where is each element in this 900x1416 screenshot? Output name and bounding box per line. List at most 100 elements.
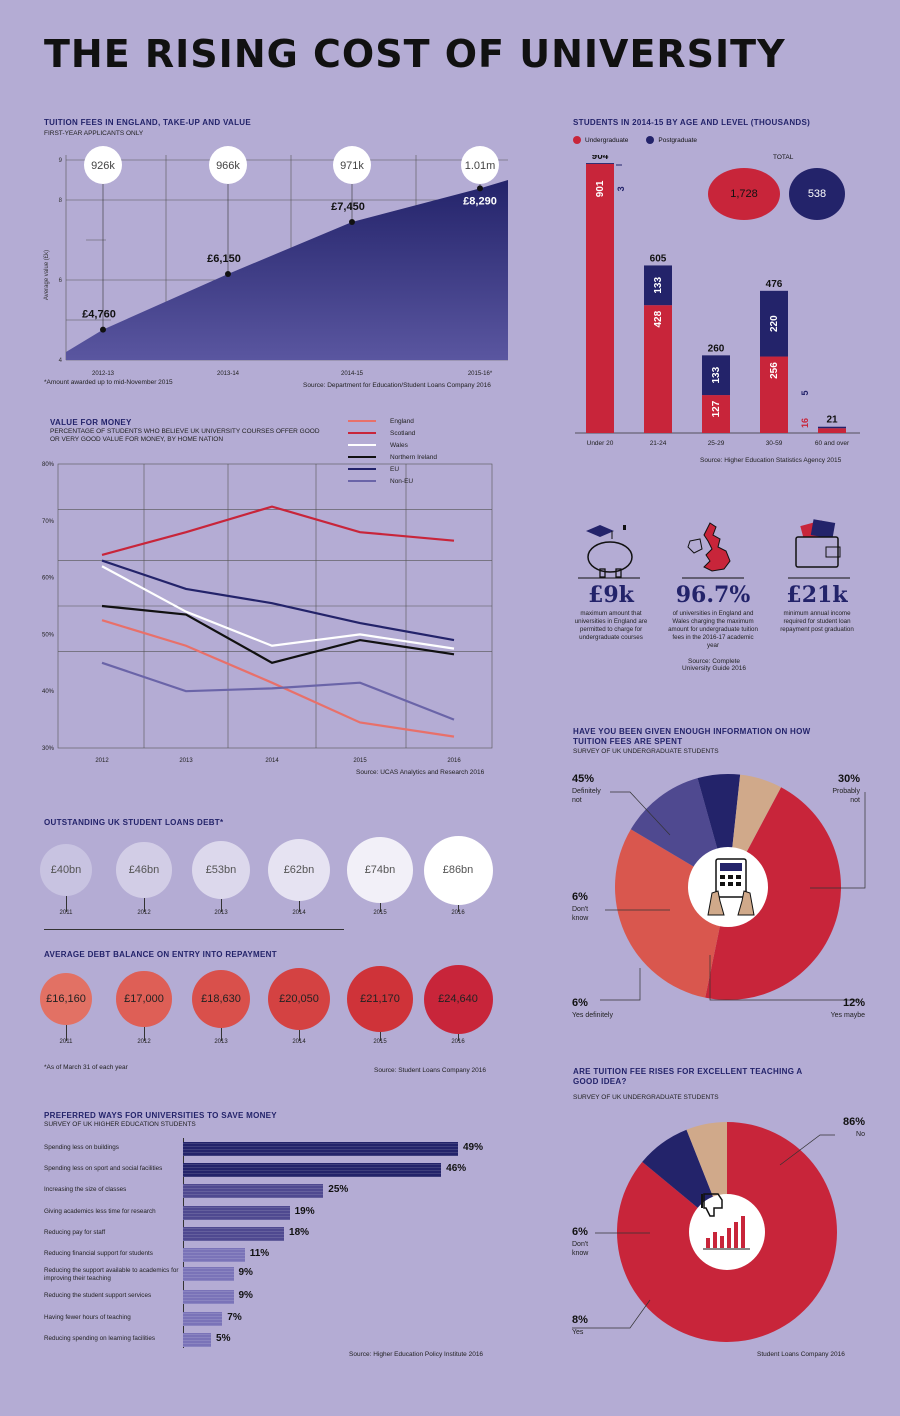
ages-total-label: 904 (592, 155, 609, 162)
piggy-bank-icon (578, 525, 640, 579)
vfm-subheading: PERCENTAGE OF STUDENTS WHO BELIEVE UK UN… (50, 428, 320, 443)
save-value-label: 18% (289, 1226, 310, 1238)
pie-leader (610, 791, 671, 836)
stat-universities-pct-desc: of universities in England and Wales cha… (668, 610, 758, 649)
pie-name-label: Yes definitely (572, 1012, 613, 1019)
ages-pg-label: 133 (653, 277, 664, 294)
stat-min-income-desc: minimum annual income required for stude… (780, 610, 854, 633)
bubble-stem (380, 1031, 381, 1041)
vfm-legend-label: England (390, 418, 414, 425)
fees-ytick: 8 (59, 198, 63, 204)
save-value-label: 19% (294, 1205, 315, 1217)
stat-max-fee-value: £9k (588, 582, 634, 608)
debt-source: Source: Student Loans Company 2016 (374, 1067, 487, 1074)
fees-heading: TUITION FEES IN ENGLAND, TAKE-UP AND VAL… (44, 118, 251, 127)
debt-heading: OUTSTANDING UK STUDENT LOANS DEBT* (44, 818, 224, 827)
info-heading: HAVE YOU BEEN GIVEN ENOUGH INFORMATION O… (573, 727, 811, 746)
ages-ug-label: 428 (653, 310, 664, 327)
ages-ug-bar (644, 305, 672, 433)
debt-bubble: £86bn (423, 835, 493, 905)
save-value-label: 9% (238, 1290, 253, 1302)
vfm-ytick: 40% (42, 689, 55, 695)
fees-xtick: 2013-14 (217, 371, 240, 377)
pie-leader (572, 1299, 651, 1329)
pie-leader (779, 1134, 835, 1166)
debt-bubble: £53bn (191, 840, 251, 900)
debt-bubble: £74bn (347, 837, 413, 903)
ages-pg-label: 220 (769, 315, 780, 332)
fees-note: *Amount awarded up to mid-November 2015 (44, 379, 173, 386)
ages-total-label: 476 (766, 279, 783, 290)
total-label: TOTAL (773, 154, 794, 161)
vfm-xtick: 2016 (447, 758, 461, 764)
vfm-line-england (101, 619, 455, 738)
balance-heading: AVERAGE DEBT BALANCE ON ENTRY INTO REPAY… (44, 950, 277, 959)
vfm-line-non-eu (101, 661, 455, 721)
rises-subheading: SURVEY OF UK UNDERGRADUATE STUDENTS (573, 1094, 719, 1101)
save-bar (183, 1290, 234, 1305)
ages-ug-bar (702, 395, 730, 433)
stats-source: Source: Complete University Guide 2016 (682, 658, 746, 672)
pie-pct-label: 6% (572, 1226, 588, 1238)
thumbs-down-chart-icon (701, 1193, 750, 1250)
vfm-legend-label: Non-EU (390, 478, 413, 485)
save-bar (183, 1163, 442, 1178)
vfm-chart: 30% 40% 50% 60% 70% 80% 2012 2013 2014 2015 2016 En… (42, 418, 493, 764)
bubble-stem (299, 901, 300, 912)
pie-name-label: Yes maybe (831, 1012, 865, 1019)
applicants-bubble (209, 146, 247, 184)
ages-total-label: 21 (826, 415, 838, 426)
page-title: THE RISING COST OF UNIVERSITY (44, 32, 786, 76)
bubble-year: 2013 (214, 1039, 228, 1045)
save-category-label: Increasing the size of classes (44, 1186, 127, 1194)
save-bar (183, 1267, 234, 1282)
bubble-year: 2015 (373, 1039, 387, 1045)
pie-name-label: know (572, 915, 589, 922)
debt-note: *As of March 31 of each year (44, 1064, 128, 1071)
bubble-year: 2016 (451, 910, 465, 916)
vfm-line-scotland (101, 505, 455, 556)
vfm-source: Source: UCAS Analytics and Research 2016 (356, 769, 485, 776)
legend-ug-label: Undergraduate (585, 136, 629, 144)
uk-map-icon (682, 522, 744, 579)
bubble-stem (66, 896, 67, 912)
stat-min-income: £21k minimum annual income required for … (778, 582, 856, 634)
ages-xtick: 21-24 (650, 440, 667, 447)
pie-name-label: Don't (572, 906, 588, 913)
ages-ug-bar (760, 356, 788, 433)
applicants-label: 971k (340, 160, 364, 172)
fees-value-label: £4,760 (82, 309, 116, 321)
bubble-stem (458, 904, 459, 912)
rises-source: Student Loans Company 2016 (757, 1351, 845, 1358)
applicants-label: 1.01m (465, 160, 496, 172)
save-bar (183, 1311, 223, 1326)
save-value-label: 7% (227, 1311, 242, 1323)
save-category-label: Spending less on buildings (44, 1144, 119, 1151)
vfm-ytick: 60% (42, 576, 55, 582)
pie-pct-label: 86% (843, 1116, 865, 1128)
bubble-stem (221, 1028, 222, 1041)
save-value-label: 46% (446, 1163, 467, 1175)
stat-max-fee: £9k maximum amount that universities in … (571, 582, 651, 642)
bubble-stem (66, 1025, 67, 1041)
debt-bubble: £46bn (116, 842, 172, 898)
legend-ug-swatch (573, 136, 581, 144)
fees-xtick: 2014-15 (341, 371, 364, 377)
vfm-xtick: 2015 (353, 758, 367, 764)
ages-ug-bar (586, 163, 614, 434)
calculator-hands-icon (707, 858, 755, 916)
pie-leader (600, 968, 641, 1001)
info-subheading: SURVEY OF UK UNDERGRADUATE STUDENTS (573, 748, 719, 755)
stat-min-income-value: £21k (786, 582, 848, 608)
bubble-year: 2014 (292, 910, 306, 916)
bubble-year: 2012 (137, 910, 151, 916)
pie-name-label: Definitely (572, 788, 601, 795)
applicants-bubble (333, 146, 371, 184)
pie-name-label: know (572, 1250, 589, 1257)
fees-value-label: £7,450 (331, 201, 365, 213)
ages-pg-label: 3 (616, 186, 626, 191)
vfm-ytick: 30% (42, 746, 55, 752)
vfm-ytick: 70% (42, 519, 55, 525)
ages-xtick: 25-29 (708, 440, 725, 447)
fees-point (225, 271, 231, 277)
